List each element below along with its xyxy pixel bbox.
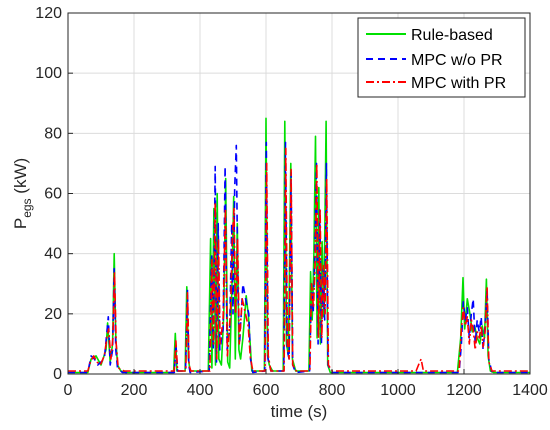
y-tick-label: 120: [35, 5, 62, 22]
x-tick-label: 1400: [512, 382, 548, 399]
legend: Rule-based MPC w/o PR MPC with PR: [357, 17, 526, 98]
x-tick-label: 1200: [446, 382, 482, 399]
legend-label-mpc-wo-pr: MPC w/o PR: [411, 52, 503, 69]
x-tick-label: 600: [253, 382, 280, 399]
legend-label-mpc-with-pr: MPC with PR: [411, 75, 506, 92]
y-axis-label-main: P: [11, 218, 30, 229]
y-tick-label: 100: [35, 65, 62, 82]
y-axis-label-subscript: egs: [20, 198, 34, 217]
x-tick-label: 0: [64, 382, 73, 399]
tick-layer: 0 200 400 600 800 1000 1200 1400 0 20 40 60 80 100 120: [35, 5, 548, 399]
y-axis-label: Pegs (kW): [11, 158, 34, 229]
y-tick-label: 80: [44, 125, 62, 142]
legend-label-rule-based: Rule-based: [411, 27, 493, 44]
y-tick-label: 20: [44, 306, 62, 323]
legend-box: [357, 17, 526, 98]
x-axis-label: time (s): [271, 402, 328, 421]
x-tick-label: 800: [319, 382, 346, 399]
series-layer: [68, 117, 530, 374]
series-line-mpc-with-pr: [68, 147, 530, 372]
x-tick-label: 400: [187, 382, 214, 399]
x-tick-label: 200: [121, 382, 148, 399]
y-axis-label-unit: (kW): [11, 158, 30, 199]
y-tick-label: 60: [44, 186, 62, 203]
x-tick-label: 1000: [380, 382, 416, 399]
y-tick-label: 0: [53, 366, 62, 383]
y-tick-label: 40: [44, 246, 62, 263]
